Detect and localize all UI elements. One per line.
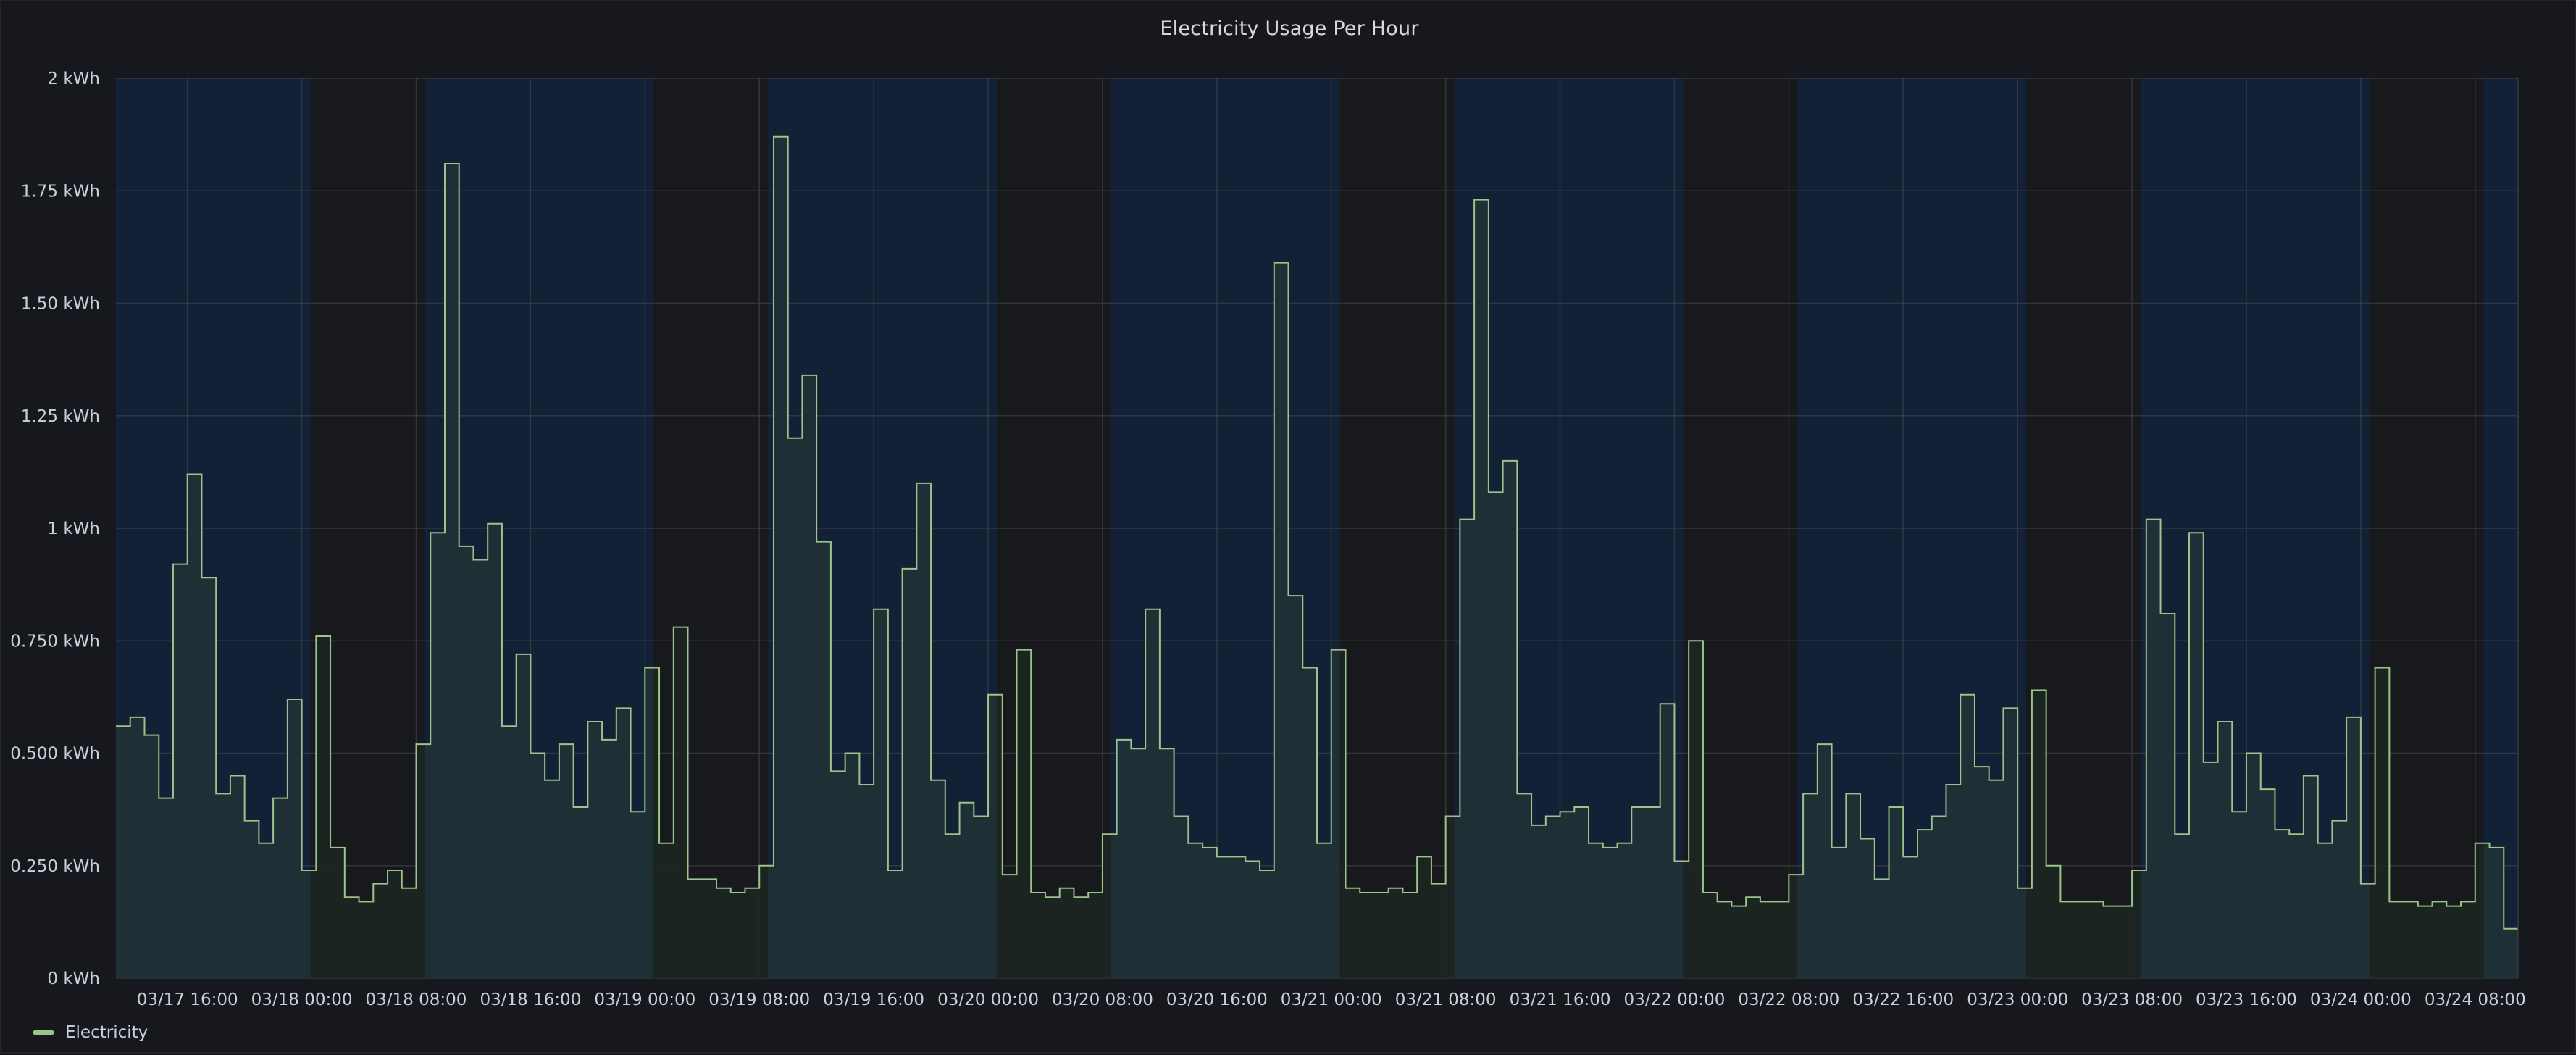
x-tick-label-8: 03/20 08:00 (1052, 991, 1153, 1009)
legend-swatch (33, 1030, 54, 1035)
x-tick-label-9: 03/20 16:00 (1166, 991, 1268, 1009)
x-tick-label-16: 03/23 00:00 (1967, 991, 2068, 1009)
x-tick-label-4: 03/19 00:00 (594, 991, 695, 1009)
y-tick-label-0: 0 kWh (47, 969, 100, 988)
x-tick-label-6: 03/19 16:00 (823, 991, 924, 1009)
y-tick-label-7: 1.75 kWh (21, 182, 100, 201)
x-tick-label-17: 03/23 08:00 (2081, 991, 2183, 1009)
x-tick-label-20: 03/24 08:00 (2425, 991, 2526, 1009)
x-tick-label-11: 03/21 08:00 (1395, 991, 1497, 1009)
y-tick-label-5: 1.25 kWh (21, 407, 100, 426)
x-tick-label-13: 03/22 00:00 (1624, 991, 1726, 1009)
x-tick-label-0: 03/17 16:00 (137, 991, 238, 1009)
axis-labels: 0 kWh 0.250 kWh 0.500 kWh 0.750 kWh 1 kWh 1.2… (10, 70, 2526, 1009)
x-tick-label-12: 03/21 16:00 (1510, 991, 1611, 1009)
x-tick-label-15: 03/22 16:00 (1852, 991, 1954, 1009)
y-tick-label-2: 0.500 kWh (10, 745, 100, 764)
usage-series-line[interactable] (116, 135, 2518, 930)
y-tick-label-3: 0.750 kWh (10, 632, 100, 651)
x-tick-label-19: 03/24 00:00 (2310, 991, 2412, 1009)
legend[interactable]: Electricity (33, 1023, 148, 1042)
x-tick-label-10: 03/21 00:00 (1281, 991, 1382, 1009)
x-tick-label-1: 03/18 00:00 (251, 991, 353, 1009)
x-tick-label-5: 03/19 08:00 (708, 991, 810, 1009)
y-tick-label-8: 2 kWh (47, 70, 100, 88)
chart-title: Electricity Usage Per Hour (1160, 17, 1419, 40)
x-tick-label-2: 03/18 08:00 (366, 991, 467, 1009)
x-tick-label-18: 03/23 16:00 (2196, 991, 2297, 1009)
legend-label: Electricity (65, 1023, 149, 1042)
x-tick-label-3: 03/18 16:00 (480, 991, 581, 1009)
x-tick-label-7: 03/20 00:00 (937, 991, 1039, 1009)
usage-line-layer (116, 135, 2518, 930)
x-tick-label-14: 03/22 08:00 (1738, 991, 1839, 1009)
y-tick-label-4: 1 kWh (47, 520, 100, 538)
y-tick-label-6: 1.50 kWh (21, 295, 100, 314)
y-tick-label-1: 0.250 kWh (10, 857, 100, 876)
